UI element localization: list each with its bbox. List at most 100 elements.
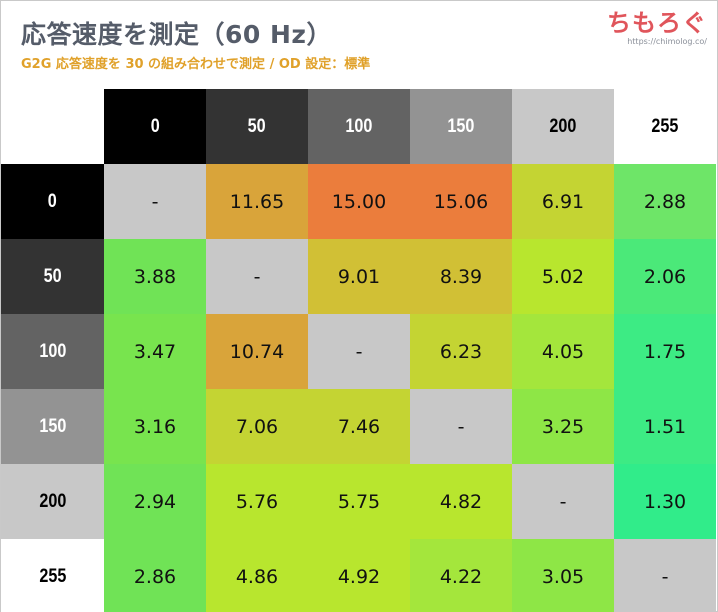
column-header-100: 100 bbox=[308, 89, 410, 164]
row-header-label: 200 bbox=[39, 490, 66, 512]
heatmap-cell: 3.25 bbox=[512, 389, 614, 464]
heatmap-cell-value: 7.46 bbox=[337, 415, 381, 438]
heatmap-cell-value: 1.51 bbox=[643, 415, 687, 438]
heatmap-cell: 1.51 bbox=[614, 389, 716, 464]
heatmap-cell: 6.23 bbox=[410, 314, 512, 389]
row-header-255: 255 bbox=[1, 539, 104, 612]
heatmap-cell: 9.01 bbox=[308, 239, 410, 314]
column-header-200: 200 bbox=[512, 89, 614, 164]
column-header-255: 255 bbox=[614, 89, 716, 164]
heatmap-cell: - bbox=[614, 539, 716, 612]
column-header-label: 0 bbox=[150, 115, 160, 137]
heatmap-cell: 4.05 bbox=[512, 314, 614, 389]
heatmap-cell-value: - bbox=[457, 415, 465, 438]
heatmap-cell-value: 1.30 bbox=[643, 490, 687, 513]
heatmap-cell: - bbox=[512, 464, 614, 539]
heatmap-cell: 2.88 bbox=[614, 164, 716, 239]
column-header-label: 200 bbox=[549, 115, 577, 137]
heatmap-cell-value: 9.01 bbox=[337, 265, 381, 288]
heatmap-cell-value: 1.75 bbox=[643, 340, 687, 363]
chart-subtitle: G2G 応答速度を 30 の組み合わせで測定 / OD 設定：標準 bbox=[21, 57, 371, 72]
heatmap-cell-value: 4.92 bbox=[337, 565, 381, 588]
heatmap-cell-value: 3.47 bbox=[133, 340, 177, 363]
heatmap-cell-value: - bbox=[355, 340, 363, 363]
heatmap-cell-value: 3.25 bbox=[541, 415, 585, 438]
heatmap-cell: - bbox=[206, 239, 308, 314]
heatmap-cell: 15.06 bbox=[410, 164, 512, 239]
heatmap-cell-value: 8.39 bbox=[439, 265, 483, 288]
row-header-150: 150 bbox=[1, 389, 104, 464]
column-header-label: 255 bbox=[651, 115, 679, 137]
heatmap-cell-value: 4.82 bbox=[439, 490, 483, 513]
row-header-label: 150 bbox=[39, 415, 66, 437]
row-header-label: 0 bbox=[47, 190, 57, 212]
site-logo: ちもろぐ https://chimolog.co/ bbox=[607, 9, 707, 47]
heatmap-cell-value: 2.86 bbox=[133, 565, 177, 588]
heatmap-cell: 8.39 bbox=[410, 239, 512, 314]
heatmap-cell: 10.74 bbox=[206, 314, 308, 389]
heatmap-cell-value: 5.76 bbox=[235, 490, 279, 513]
heatmap-cell: 7.46 bbox=[308, 389, 410, 464]
heatmap-cell-value: 4.22 bbox=[439, 565, 483, 588]
heatmap-cell: - bbox=[104, 164, 206, 239]
heatmap-cell-value: - bbox=[253, 265, 261, 288]
heatmap-cell: 4.86 bbox=[206, 539, 308, 612]
row-header-50: 50 bbox=[1, 239, 104, 314]
heatmap-cell-value: 6.23 bbox=[439, 340, 483, 363]
heatmap-cell: 3.05 bbox=[512, 539, 614, 612]
heatmap-cell: 4.92 bbox=[308, 539, 410, 612]
heatmap-cell-value: 2.88 bbox=[643, 190, 687, 213]
heatmap-cell-value: 15.06 bbox=[433, 190, 489, 213]
row-header-100: 100 bbox=[1, 314, 104, 389]
heatmap-cell-value: 4.86 bbox=[235, 565, 279, 588]
heatmap-cell-value: 5.02 bbox=[541, 265, 585, 288]
heatmap-cell-value: 10.74 bbox=[229, 340, 285, 363]
logo-text: ちもろぐ bbox=[607, 9, 707, 37]
column-header-label: 50 bbox=[248, 115, 266, 137]
heatmap-grid: 0 50 100 150 200 255 0 - 11.65 15.00 15.06 6.91 2.88… bbox=[1, 89, 716, 612]
heatmap-cell: - bbox=[308, 314, 410, 389]
heatmap-cell: 2.06 bbox=[614, 239, 716, 314]
heatmap-cell: 1.30 bbox=[614, 464, 716, 539]
column-header-label: 100 bbox=[345, 115, 373, 137]
row-header-200: 200 bbox=[1, 464, 104, 539]
heatmap-cell: 4.82 bbox=[410, 464, 512, 539]
heatmap-cell: 6.91 bbox=[512, 164, 614, 239]
logo-url: https://chimolog.co/ bbox=[627, 37, 707, 46]
heatmap-cell-value: - bbox=[559, 490, 567, 513]
heatmap-cell: 3.16 bbox=[104, 389, 206, 464]
heatmap-cell-value: 7.06 bbox=[235, 415, 279, 438]
column-header-150: 150 bbox=[410, 89, 512, 164]
corner-cell bbox=[1, 89, 104, 164]
heatmap-cell-value: 5.75 bbox=[337, 490, 381, 513]
heatmap-cell: 1.75 bbox=[614, 314, 716, 389]
column-header-label: 150 bbox=[447, 115, 475, 137]
heatmap-cell-value: 6.91 bbox=[541, 190, 585, 213]
heatmap-cell: 2.94 bbox=[104, 464, 206, 539]
heatmap-cell: 4.22 bbox=[410, 539, 512, 612]
heatmap-cell: 3.88 bbox=[104, 239, 206, 314]
heatmap-cell-value: - bbox=[151, 190, 159, 213]
heatmap-cell-value: 3.05 bbox=[541, 565, 585, 588]
heatmap-cell-value: 3.88 bbox=[133, 265, 177, 288]
heatmap-cell: 11.65 bbox=[206, 164, 308, 239]
heatmap-cell-value: 3.16 bbox=[133, 415, 177, 438]
heatmap-cell: 2.86 bbox=[104, 539, 206, 612]
heatmap-cell: 15.00 bbox=[308, 164, 410, 239]
row-header-label: 50 bbox=[43, 265, 62, 287]
heatmap-cell: 7.06 bbox=[206, 389, 308, 464]
heatmap-cell-value: - bbox=[661, 565, 669, 588]
heatmap-cell-value: 4.05 bbox=[541, 340, 585, 363]
heatmap-cell: 5.75 bbox=[308, 464, 410, 539]
heatmap-cell: - bbox=[410, 389, 512, 464]
heatmap-cell: 5.02 bbox=[512, 239, 614, 314]
heatmap-cell-value: 2.94 bbox=[133, 490, 177, 513]
heatmap-cell-value: 11.65 bbox=[229, 190, 285, 213]
heatmap-cell: 5.76 bbox=[206, 464, 308, 539]
column-header-50: 50 bbox=[206, 89, 308, 164]
column-header-0: 0 bbox=[104, 89, 206, 164]
heatmap-cell-value: 2.06 bbox=[643, 265, 687, 288]
heatmap-cell: 3.47 bbox=[104, 314, 206, 389]
chart-title: 応答速度を測定（60 Hz） bbox=[21, 20, 332, 49]
